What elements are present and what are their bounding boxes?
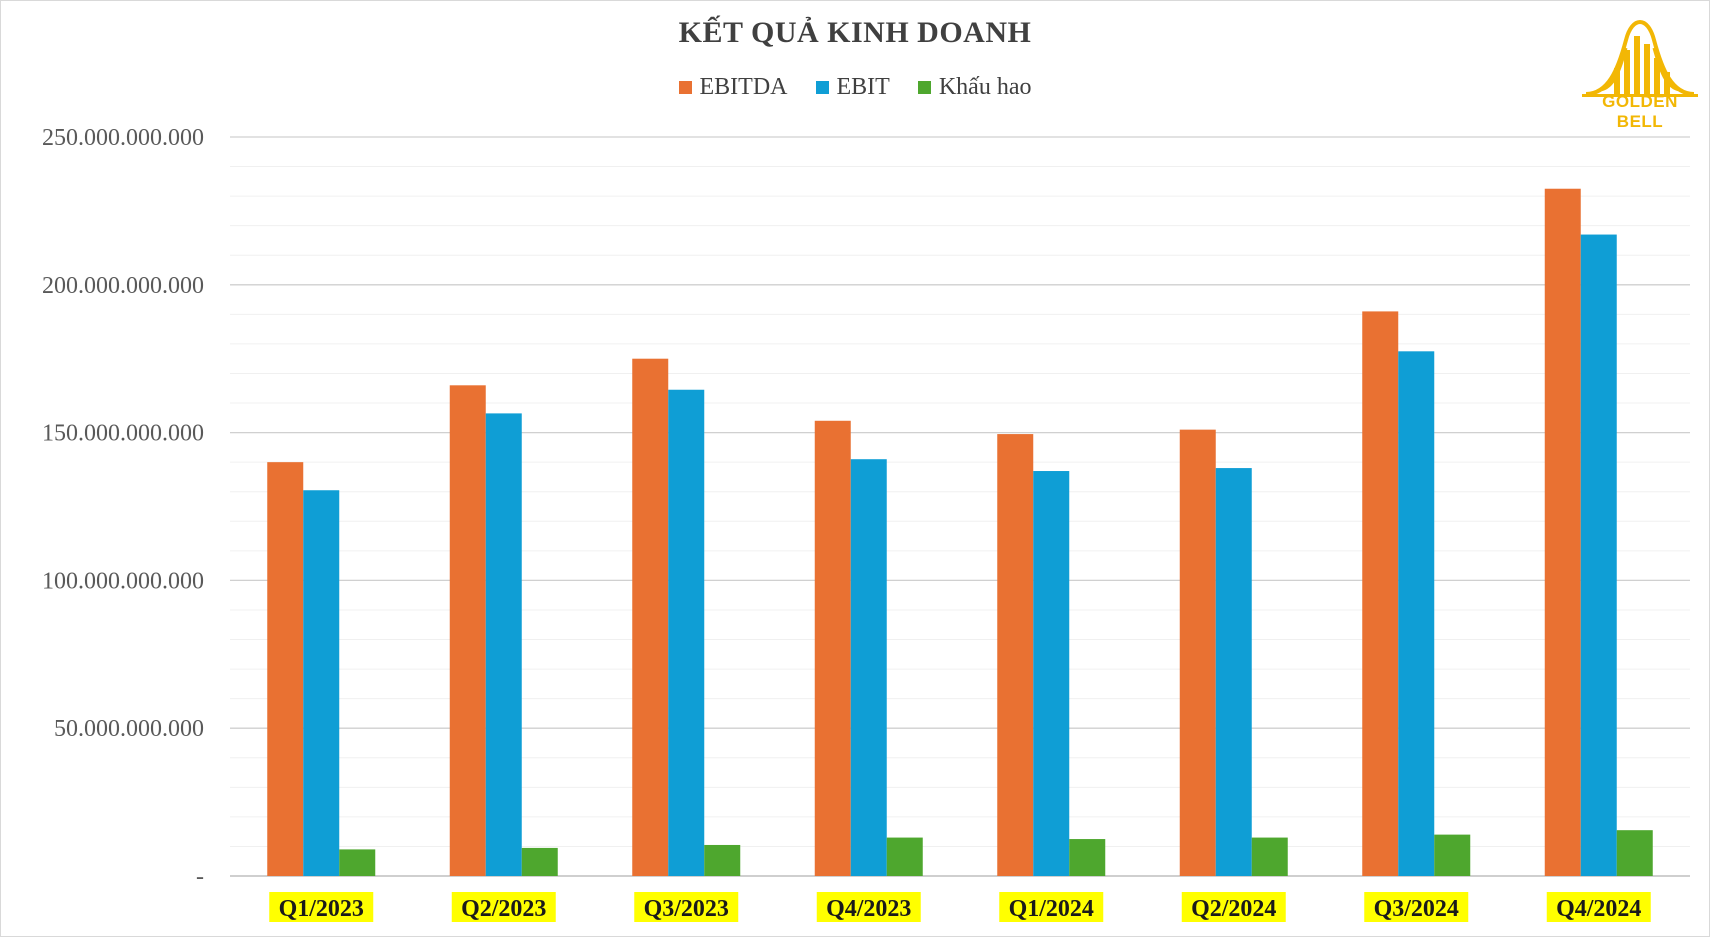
bar-ebit-q3-2023 xyxy=(668,389,705,876)
bar-khấu-hao-q3-2023 xyxy=(704,844,741,876)
legend-item-ebitda: EBITDA xyxy=(678,74,788,101)
legend-swatch-ebitda xyxy=(678,81,692,94)
y-tick-label: 50.000.000.000 xyxy=(54,716,204,742)
x-tick-label: Q3/2024 xyxy=(1374,896,1459,922)
y-tick-label: - xyxy=(196,864,204,890)
legend-item-ebit: EBIT xyxy=(815,74,890,101)
bar-ebit-q2-2023 xyxy=(485,413,522,876)
bar-khấu-hao-q1-2023 xyxy=(339,849,376,876)
bar-ebit-q4-2024 xyxy=(1580,234,1617,877)
bar-ebit-q4-2023 xyxy=(850,459,887,876)
bar-khấu-hao-q1-2024 xyxy=(1069,839,1106,876)
x-tick-label: Q1/2023 xyxy=(279,896,364,922)
bar-ebitda-q3-2023 xyxy=(632,358,669,876)
logo-text: GOLDEN BELL xyxy=(1602,92,1678,131)
x-tick-label: Q3/2023 xyxy=(644,896,729,922)
bar-ebit-q1-2024 xyxy=(1033,471,1070,876)
x-tick-highlight xyxy=(634,892,739,922)
bar-ebitda-q2-2023 xyxy=(449,385,486,876)
legend-swatch-ebit xyxy=(815,81,829,94)
bar-khấu-hao-q2-2024 xyxy=(1251,837,1288,876)
legend-label-khau-hao: Khấu hao xyxy=(938,74,1032,100)
bar-ebitda-q1-2024 xyxy=(997,434,1034,876)
x-tick-label: Q1/2024 xyxy=(1009,896,1094,922)
bar-khấu-hao-q4-2023 xyxy=(886,837,923,876)
x-tick-highlight xyxy=(816,892,921,922)
legend-item-khau-hao: Khấu hao xyxy=(917,74,1032,101)
bar-khấu-hao-q4-2024 xyxy=(1616,830,1653,876)
x-tick-label: Q2/2024 xyxy=(1191,896,1276,922)
bar-khấu-hao-q3-2024 xyxy=(1434,834,1471,876)
x-tick-highlight xyxy=(999,892,1104,922)
golden-bell-logo-icon xyxy=(1582,20,1698,97)
legend-swatch-khau-hao xyxy=(917,81,931,94)
y-tick-label: 150.000.000.000 xyxy=(42,421,204,447)
chart-legend: EBITDA EBIT Khấu hao xyxy=(0,74,1710,101)
chart-title: KẾT QUẢ KINH DOANH xyxy=(678,16,1032,49)
y-tick-label: 100.000.000.000 xyxy=(42,568,204,594)
x-tick-highlight xyxy=(1181,892,1286,922)
bar-ebitda-q4-2023 xyxy=(814,420,851,876)
x-tick-highlight xyxy=(451,892,556,922)
y-tick-label: 200.000.000.000 xyxy=(42,273,204,299)
bar-ebitda-q2-2024 xyxy=(1179,429,1216,876)
y-tick-label: 250.000.000.000 xyxy=(42,125,204,151)
bar-khấu-hao-q2-2023 xyxy=(521,847,558,876)
bar-ebit-q2-2024 xyxy=(1215,468,1252,876)
x-tick-label: Q2/2023 xyxy=(461,896,546,922)
legend-label-ebitda: EBITDA xyxy=(699,74,788,100)
bar-ebitda-q3-2024 xyxy=(1362,311,1399,876)
x-tick-highlight xyxy=(1364,892,1469,922)
x-tick-label: Q4/2023 xyxy=(826,896,911,922)
x-tick-highlight xyxy=(1546,892,1651,922)
legend-label-ebit: EBIT xyxy=(836,74,890,100)
x-tick-highlight xyxy=(269,892,374,922)
x-tick-label: Q4/2024 xyxy=(1556,896,1641,922)
bar-ebit-q3-2024 xyxy=(1398,351,1435,876)
bar-ebit-q1-2023 xyxy=(303,490,340,876)
bar-ebitda-q1-2023 xyxy=(267,462,304,876)
bar-ebitda-q4-2024 xyxy=(1544,188,1581,877)
